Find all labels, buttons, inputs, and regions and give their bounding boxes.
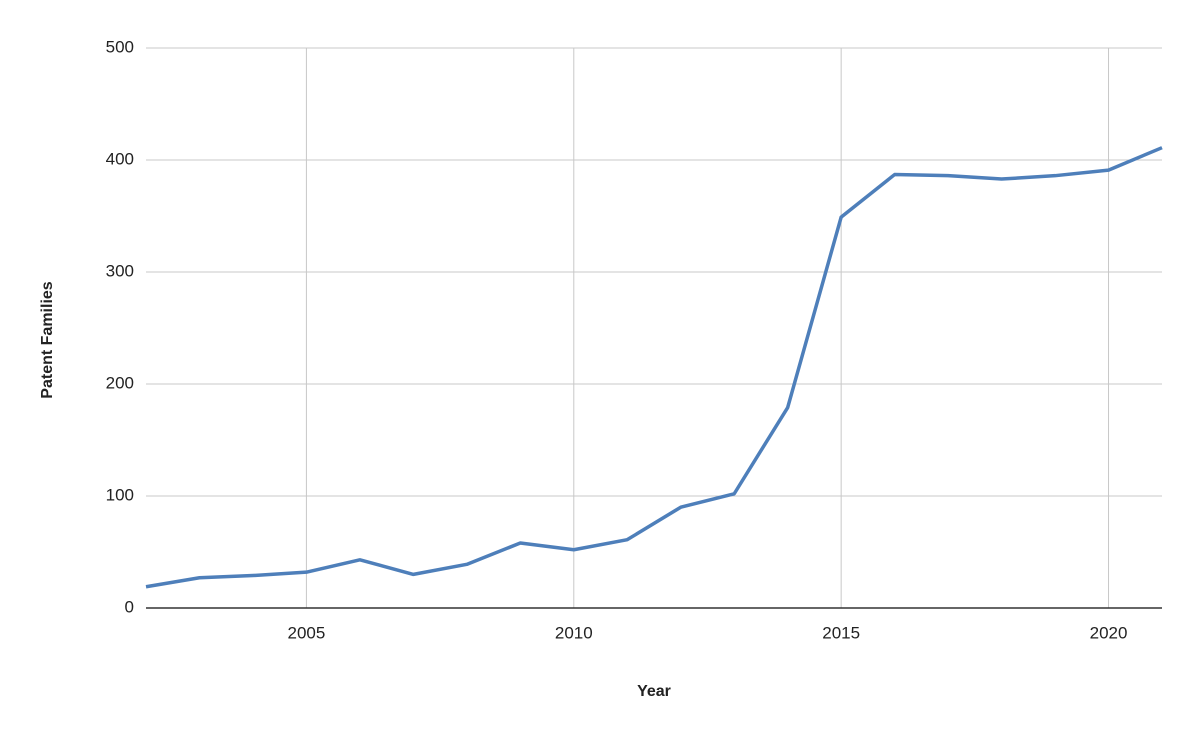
data-line <box>145 146 1163 589</box>
y-tick-label: 300 <box>106 261 134 280</box>
y-tick-label: 0 <box>125 597 134 616</box>
x-tick-label: 2005 <box>288 623 326 642</box>
x-tick-label: 2010 <box>555 623 593 642</box>
y-tick-label: 500 <box>106 37 134 56</box>
x-tick-label: 2020 <box>1090 623 1128 642</box>
x-tick-label: 2015 <box>822 623 860 642</box>
y-tick-label: 100 <box>106 485 134 504</box>
y-tick-label: 200 <box>106 373 134 392</box>
y-tick-label: 400 <box>106 149 134 168</box>
y-axis-title: Patent Families <box>39 281 56 398</box>
x-axis-title: Year <box>637 683 671 700</box>
